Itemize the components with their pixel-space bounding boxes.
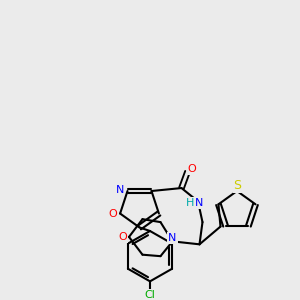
- Text: O: O: [108, 208, 117, 218]
- Text: Cl: Cl: [145, 290, 155, 300]
- Text: O: O: [118, 232, 127, 242]
- Text: N: N: [116, 184, 124, 194]
- Text: O: O: [188, 164, 196, 174]
- Text: N: N: [195, 198, 204, 208]
- Text: H: H: [186, 198, 195, 208]
- Text: S: S: [234, 178, 242, 192]
- Text: N: N: [168, 233, 177, 243]
